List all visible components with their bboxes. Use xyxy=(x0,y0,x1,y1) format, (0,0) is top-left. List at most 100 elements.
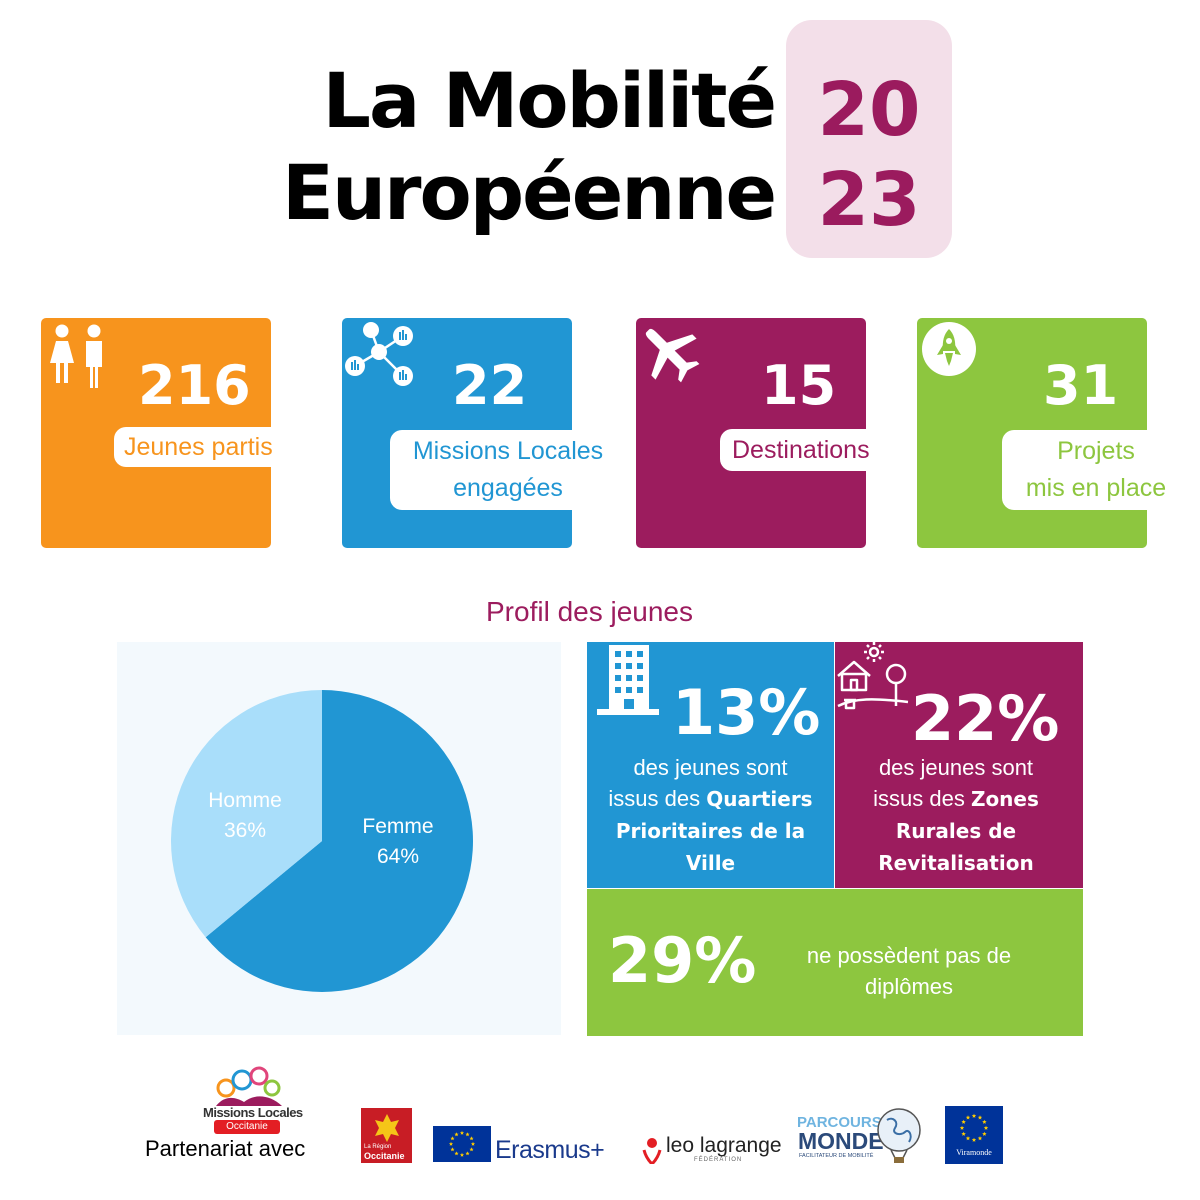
pie-label-femme-name: Femme xyxy=(362,815,434,838)
stat-label-missions: Missions Locales engagées xyxy=(390,430,626,510)
missions-locales-logo-sub: Occitanie xyxy=(214,1120,280,1134)
qpv-percent: 13% xyxy=(672,676,821,749)
eu-star-icon xyxy=(982,1119,987,1124)
leo-lagrange-text: leo lagrange xyxy=(666,1134,782,1157)
stat-value-missions: 22 xyxy=(452,354,528,417)
eu-star-icon xyxy=(459,1130,465,1135)
eu-star-icon xyxy=(470,1141,476,1146)
pie-label-homme-name: Homme xyxy=(208,789,282,812)
eu-star-icon xyxy=(448,1141,454,1146)
stat-label-missions-line-1: Missions Locales xyxy=(412,437,604,465)
year-line-2: 23 xyxy=(817,157,921,243)
eu-star-icon xyxy=(459,1152,465,1157)
stat-value-destinations: 15 xyxy=(761,354,837,417)
eu-star-icon xyxy=(465,1151,470,1156)
diplome-text-line-1: ne possèdent pas de xyxy=(806,943,1012,968)
pie-slice-homme xyxy=(171,690,322,938)
viramonde-text: Viramonde xyxy=(956,1148,992,1157)
qpv-text-prefix: issus des xyxy=(608,786,707,811)
pie-label-femme-value: 64% xyxy=(376,845,420,868)
leo-lagrange-icon xyxy=(642,1138,662,1164)
zrr-text: des jeunes sont issus des Zones Rurales … xyxy=(832,752,1080,879)
parcours-monde-sub: FACILITATEUR DE MOBILITÉ xyxy=(799,1153,874,1159)
missions-locales-logo-text: Missions Locales xyxy=(203,1105,303,1120)
eu-star-icon xyxy=(961,1119,966,1124)
pie-label-femme: Femme 64% xyxy=(348,812,448,872)
eu-star-icon xyxy=(469,1147,474,1152)
zrr-percent: 22% xyxy=(911,682,1060,755)
zrr-text-bold-2: Rurales de xyxy=(895,819,1017,843)
eu-star-icon xyxy=(469,1136,474,1141)
viramonde-stars-icon xyxy=(959,1113,989,1142)
gender-pie-chart xyxy=(171,690,473,992)
occitanie-logo-text-1: La Région xyxy=(364,1144,392,1150)
profil-title: Profil des jeunes xyxy=(486,596,694,627)
eu-star-icon xyxy=(971,1113,977,1118)
year-line-1: 20 xyxy=(817,67,921,153)
airplane-icon xyxy=(645,328,700,383)
rocket-icon xyxy=(922,322,976,376)
building-icon xyxy=(597,645,659,715)
diplome-percent: 29% xyxy=(608,924,757,997)
zrr-box xyxy=(835,642,1083,888)
qpv-text-line-1: des jeunes sont xyxy=(633,755,788,780)
eu-star-icon xyxy=(450,1147,455,1152)
stat-label-projets: Projets mis en place xyxy=(1002,430,1190,510)
occitanie-logo-text-2: Occitanie xyxy=(364,1151,405,1161)
eu-star-icon xyxy=(465,1132,470,1137)
eu-star-icon xyxy=(454,1132,459,1137)
eu-star-icon xyxy=(450,1136,455,1141)
missions-locales-logo-icon xyxy=(216,1066,282,1106)
stat-label-projets-line-1: Projets xyxy=(1057,437,1135,465)
diplome-text: ne possèdent pas de diplômes xyxy=(770,940,1048,1002)
stat-label-missions-line-2: engagées xyxy=(453,474,563,502)
eu-star-icon xyxy=(983,1125,989,1130)
leo-lagrange-sub: FÉDÉRATION xyxy=(694,1157,743,1163)
zrr-text-bold-3: Revitalisation xyxy=(878,851,1034,875)
pie-label-homme-value: 36% xyxy=(223,819,267,842)
zrr-text-line-1: des jeunes sont xyxy=(878,755,1034,780)
year-badge: 20 23 xyxy=(786,20,952,258)
eu-star-icon xyxy=(454,1151,459,1156)
qpv-text-bold-3: Ville xyxy=(685,851,736,875)
stat-value-projets: 31 xyxy=(1043,354,1119,417)
eu-star-icon xyxy=(961,1131,966,1136)
globe-balloon-icon xyxy=(877,1108,921,1163)
qpv-text-line-4: Ville xyxy=(587,847,834,879)
people-icon xyxy=(50,324,102,388)
page-title: La Mobilité Européenne xyxy=(282,55,777,239)
stat-value-jeunes: 216 xyxy=(138,354,251,417)
eu-star-icon xyxy=(959,1125,965,1130)
parcours-monde-text-2: MONDE xyxy=(798,1128,884,1154)
qpv-text-line-3: Prioritaires de la xyxy=(587,815,834,847)
eu-star-icon xyxy=(965,1115,971,1120)
diplome-text-line-2: diplômes xyxy=(864,974,954,999)
eu-star-icon xyxy=(971,1137,977,1142)
pie-label-homme: Homme 36% xyxy=(195,786,295,846)
diplome-box xyxy=(587,889,1083,1036)
title-line-2: Européenne xyxy=(282,148,777,237)
title-line-1: La Mobilité xyxy=(322,56,777,145)
eu-star-icon xyxy=(965,1136,971,1141)
zrr-text-prefix: issus des xyxy=(873,786,971,811)
stat-label-projets-line-2: mis en place xyxy=(1025,474,1167,502)
erasmus-logo-text: Erasmus+ xyxy=(495,1136,605,1164)
parcours-monde-text-1: PARCOURS xyxy=(797,1114,882,1131)
occitan-cross-icon xyxy=(375,1114,399,1142)
zrr-text-line-3: Rurales de xyxy=(832,815,1080,847)
rural-house-icon xyxy=(837,642,909,710)
pie-slice-femme xyxy=(205,690,473,992)
qpv-text-bold-2: Prioritaires de la xyxy=(615,819,806,843)
network-icon xyxy=(345,322,413,386)
zrr-text-line-4: Revitalisation xyxy=(832,847,1080,879)
partner-label: Partenariat avec xyxy=(145,1136,306,1161)
zrr-text-line-2: issus des Zones xyxy=(832,783,1080,815)
eu-star-icon xyxy=(982,1131,987,1136)
stat-label-destinations: Destinations xyxy=(720,429,882,471)
eu-star-icon xyxy=(977,1136,983,1141)
zrr-text-bold-1: Zones xyxy=(970,787,1039,811)
eu-star-icon xyxy=(977,1115,983,1120)
qpv-text: des jeunes sont issus des Quartiers Prio… xyxy=(587,752,834,879)
qpv-text-line-2: issus des Quartiers xyxy=(587,783,834,815)
eu-stars-icon xyxy=(448,1130,476,1157)
